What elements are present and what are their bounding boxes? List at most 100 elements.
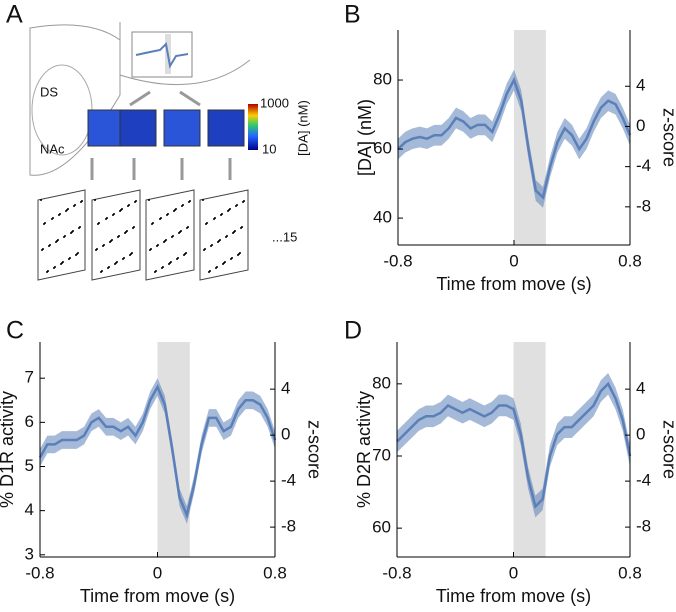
raster-dot: [102, 245, 104, 247]
y-tick-label: 40: [373, 208, 392, 227]
y-tick-label: 60: [372, 518, 391, 537]
raster-dot: [183, 254, 185, 256]
y2-tick-label: 4: [636, 76, 645, 95]
raster-dot: [173, 210, 175, 212]
x-tick-label: -0.8: [383, 251, 412, 270]
y-tick-label: 4: [25, 500, 34, 519]
raster-dot: [242, 201, 244, 203]
raster-dot: [178, 232, 180, 234]
raster-dot: [166, 214, 168, 216]
panel-a: A DS NAc 1000 10 [DA] (nM) ...15: [6, 1, 310, 281]
raster-dot: [235, 205, 237, 207]
raster-dot: [188, 201, 190, 203]
y-tick-label: 80: [373, 70, 392, 89]
inset-trace: [135, 41, 189, 69]
raster-dot: [159, 218, 161, 220]
raster-dot: [105, 218, 107, 220]
y2-tick-label: -8: [636, 517, 651, 536]
x-tick-label: 0.8: [618, 563, 642, 582]
y2-axis-label: z-score: [304, 420, 324, 479]
raster-dot: [227, 210, 229, 212]
panel-label: C: [6, 317, 24, 345]
y2-tick-label: -4: [281, 471, 296, 490]
y2-tick-label: -8: [636, 196, 651, 215]
y-tick-label: 60: [373, 139, 392, 158]
y2-tick-label: -4: [636, 156, 651, 175]
raster-dot: [60, 263, 62, 265]
raster-dot: [80, 201, 82, 203]
raster-dot: [132, 227, 134, 229]
raster-dot: [202, 199, 204, 201]
y2-tick-label: 0: [281, 425, 290, 444]
raster-dot: [100, 271, 102, 273]
x-tick-label: 0: [509, 563, 518, 582]
scale-unit: [DA] (nM): [295, 100, 310, 156]
shade: [157, 342, 190, 557]
raster-dot: [163, 241, 165, 243]
raster-dot: [129, 254, 131, 256]
raster-dot: [240, 227, 242, 229]
scale-max: 1000: [260, 95, 289, 110]
panel-label: A: [6, 1, 23, 29]
raster-dot: [217, 241, 219, 243]
raster-dot: [156, 245, 158, 247]
raster-dot: [70, 232, 72, 234]
raster-dot: [181, 205, 183, 207]
x-tick-label: -0.8: [25, 563, 54, 582]
shade: [513, 342, 546, 557]
y2-tick-label: -4: [636, 471, 651, 490]
raster-dot: [176, 258, 178, 260]
x-tick-label: -0.8: [382, 563, 411, 582]
line: [396, 381, 632, 509]
raster-dot: [222, 263, 224, 265]
raster-dot: [168, 263, 170, 265]
error-band: [398, 69, 630, 208]
brain-outline: [29, 24, 121, 176]
colorbar: [248, 104, 258, 150]
raster-dot: [119, 210, 121, 212]
raster-dot: [112, 214, 114, 216]
y2-tick-label: 4: [281, 379, 290, 398]
brain-outline: [119, 22, 251, 86]
rasters: [37, 189, 249, 281]
y-tick-label: 80: [372, 373, 391, 392]
raster-dot: [114, 263, 116, 265]
raster-dot: [134, 201, 136, 203]
raster-dot: [65, 210, 67, 212]
raster-dot: [78, 227, 80, 229]
raster-dot: [237, 254, 239, 256]
raster-dot: [95, 249, 97, 251]
y2-axis-label: z-score: [659, 420, 676, 479]
y2-axis-label: z-score: [659, 108, 676, 167]
raster-dot: [46, 271, 48, 273]
cube: [119, 109, 157, 147]
y-tick-label: 6: [25, 412, 34, 431]
arrows: [90, 90, 232, 180]
raster-dot: [109, 241, 111, 243]
raster-dot: [220, 214, 222, 216]
y-axis-label: % D2R activity: [354, 391, 374, 508]
raster-dot: [63, 236, 65, 238]
y2-tick-label: -8: [281, 517, 296, 536]
raster-dot: [41, 249, 43, 251]
y2-tick-label: 0: [636, 116, 645, 135]
raster-dot: [210, 245, 212, 247]
line: [397, 76, 632, 200]
cubes: [87, 109, 245, 147]
raster-dot: [117, 236, 119, 238]
panel-label: B: [344, 1, 361, 29]
y-tick-label: 5: [25, 456, 34, 475]
y-tick-label: 3: [25, 544, 34, 563]
y-tick-label: 7: [25, 368, 34, 387]
raster-dot: [107, 267, 109, 269]
scale-min: 10: [262, 141, 276, 156]
raster-dot: [58, 214, 60, 216]
panel-label: D: [344, 317, 362, 345]
raster-dot: [230, 258, 232, 260]
raster-dot: [148, 199, 150, 201]
raster-dot: [208, 271, 210, 273]
shade: [514, 30, 546, 245]
raster-dot: [75, 254, 77, 256]
raster-dot: [215, 267, 217, 269]
